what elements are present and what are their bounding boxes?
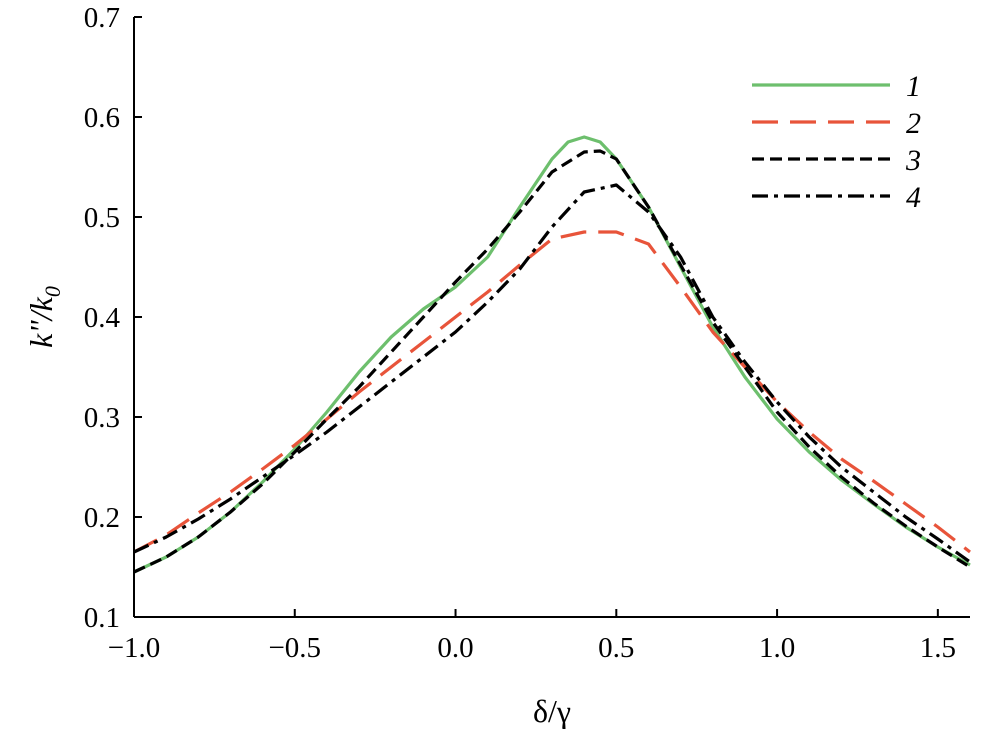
x-tick-label: 0.5	[598, 632, 634, 664]
y-tick-label: 0.5	[84, 202, 120, 234]
y-tick-label: 0.4	[84, 302, 121, 334]
legend-1-label: 1	[906, 70, 921, 103]
x-tick-label: 1.5	[920, 632, 956, 664]
y-tick-label: 0.6	[84, 102, 120, 134]
series-1-line	[133, 135, 971, 574]
y-tick-label: 0.3	[84, 402, 120, 434]
y-axis-label-main: k"/k	[23, 296, 59, 348]
y-tick-label: 0.1	[84, 602, 120, 634]
x-ticks: −1.0 −0.5 0.0 0.5 1.0 1.5	[108, 609, 956, 664]
y-axis-label: k"/k0	[23, 286, 65, 348]
y-ticks: 0.1 0.2 0.3 0.4 0.5 0.6 0.7	[84, 2, 142, 634]
y-tick-label: 0.2	[84, 502, 120, 534]
y-tick-label: 0.7	[84, 2, 120, 34]
series-4-line	[133, 183, 971, 564]
series-layer	[133, 135, 971, 574]
x-tick-label: −1.0	[108, 632, 161, 664]
legend-2-label: 2	[906, 107, 921, 140]
x-axis-label: δ/γ	[533, 693, 571, 729]
y-axis-label-sub: 0	[40, 286, 65, 297]
legend-3-label: 3	[905, 144, 921, 177]
x-tick-label: −0.5	[268, 632, 321, 664]
series-2-line	[133, 230, 971, 554]
x-tick-label: 1.0	[759, 632, 795, 664]
series-3-line	[133, 149, 971, 574]
x-tick-label: 0.0	[437, 632, 473, 664]
legend: 1 2 3 4	[752, 70, 921, 214]
legend-4-label: 4	[906, 181, 921, 214]
